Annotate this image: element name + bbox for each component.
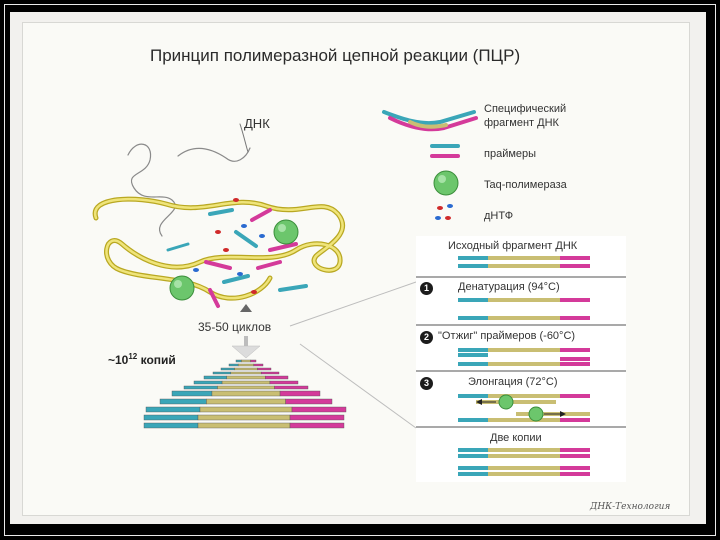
elongation-marks (476, 394, 566, 422)
legend-primers-label: праймеры (484, 148, 537, 160)
pyramid-strand-segment (193, 380, 223, 385)
pyramid-strand-segment (230, 371, 262, 375)
step-initial-label: Исходный фрагмент ДНК (448, 240, 578, 252)
copies-exponent: 12 (128, 352, 138, 361)
pyramid-strand-segment (143, 422, 199, 429)
strand (458, 466, 590, 470)
step-number-icon: 2 (420, 331, 433, 344)
step-number-icon: 1 (420, 282, 433, 295)
pyramid-strand-segment (211, 390, 281, 397)
dntp-in-mix (193, 198, 265, 294)
pyramid-strand-segment (285, 398, 333, 405)
strand (458, 454, 590, 458)
pyramid-strand-segment (212, 371, 232, 375)
amplification-pyramid (143, 359, 347, 429)
pyramid-strand-segment (171, 390, 213, 397)
pyramid-strand-segment (289, 422, 345, 429)
pyramid-strand-segment (221, 380, 271, 385)
figure-title: Принцип полимеразной цепной реакции (ПЦР… (150, 46, 521, 65)
pyramid-strand-segment (197, 414, 291, 421)
legend-primer-icon (430, 144, 460, 158)
step1-label: Денатурация (94°С) (458, 281, 560, 293)
pyramid-strand-segment (206, 398, 286, 405)
pyramid-strand-segment (197, 422, 291, 429)
pyramid-strand-segment (220, 367, 235, 371)
new-strand (476, 400, 556, 404)
strand (458, 472, 590, 476)
taq-in-mix (169, 219, 299, 301)
signature: ДНК-Технология (590, 502, 671, 512)
legend-fragment-label: Специфический фрагмент ДНК (484, 102, 566, 130)
strand (458, 264, 590, 268)
slide-frame (4, 4, 716, 536)
step-final-label: Две копии (490, 432, 542, 444)
pyramid-strand-segment (226, 375, 266, 380)
pcr-steps-panel: Исходный фрагмент ДНК 1 Денатурация (94°… (416, 236, 626, 482)
pyramid-strand-segment (279, 390, 321, 397)
pyramid-strand-segment (183, 385, 218, 390)
legend-fragment-icon (382, 110, 478, 132)
pyramid-strand-segment (250, 359, 257, 363)
pyramid-strand-segment (237, 363, 255, 367)
legend-taq-label: Taq-полимераза (484, 179, 567, 191)
strand (458, 298, 590, 302)
copies-label: ~1012 копий (108, 352, 176, 367)
strand (458, 348, 590, 352)
pyramid-strand-segment (203, 375, 227, 380)
step-initial: Исходный фрагмент ДНК (416, 236, 626, 278)
cycles-arrow (231, 304, 261, 359)
pyramid-strand-segment (143, 414, 199, 421)
pyramid-strand-segment (257, 367, 272, 371)
step-annealing: 2 "Отжиг" праймеров (-60°С) (416, 326, 626, 372)
legend-fragment-line1: Специфический (484, 103, 567, 115)
pyramid-strand-segment (199, 406, 293, 413)
legend-dntp-label: дНТФ (484, 210, 514, 222)
dna-coil (92, 123, 346, 301)
pyramid-strand-segment (253, 363, 264, 367)
pyramid-strand-segment (145, 406, 201, 413)
strand (458, 316, 590, 320)
zoom-lines (289, 281, 417, 429)
copies-suffix: копий (137, 353, 176, 367)
primer-pieces (166, 208, 308, 308)
step2-label: "Отжиг" праймеров (-60°С) (438, 330, 576, 342)
step-denaturation: 1 Денатурация (94°С) (416, 278, 626, 326)
pyramid-strand-segment (274, 385, 309, 390)
strand (458, 256, 590, 260)
copies-prefix: ~10 (108, 353, 129, 367)
legend-fragment-line2: фрагмент ДНК (484, 117, 559, 129)
strand (458, 418, 590, 422)
step-elongation: 3 Элонгация (72°С) (416, 372, 626, 428)
pyramid-strand-segment (228, 363, 239, 367)
step-two-copies: Две копии (416, 428, 626, 482)
pyramid-strand-segment (265, 375, 289, 380)
pyramid-strand-segment (260, 371, 280, 375)
pyramid-strand-segment (269, 380, 299, 385)
pyramid-strand-segment (241, 359, 251, 363)
pyramid-strand-segment (235, 359, 242, 363)
annealed-primer (458, 353, 488, 357)
strand (458, 448, 590, 452)
pyramid-strand-segment (234, 367, 258, 371)
dna-label: ДНК (244, 116, 270, 131)
legend-taq-icon (433, 170, 459, 196)
strand (458, 394, 590, 398)
step3-label: Элонгация (72°С) (468, 376, 558, 388)
pyramid-strand-segment (291, 406, 347, 413)
strand (458, 362, 590, 366)
annealed-primer (560, 357, 590, 361)
pyramid-strand-segment (217, 385, 275, 390)
step-number-icon: 3 (420, 377, 433, 390)
cycles-label: 35-50 циклов (198, 320, 272, 334)
legend-dntp-icon (435, 204, 453, 220)
pyramid-strand-segment (289, 414, 345, 421)
pyramid-strand-segment (159, 398, 207, 405)
